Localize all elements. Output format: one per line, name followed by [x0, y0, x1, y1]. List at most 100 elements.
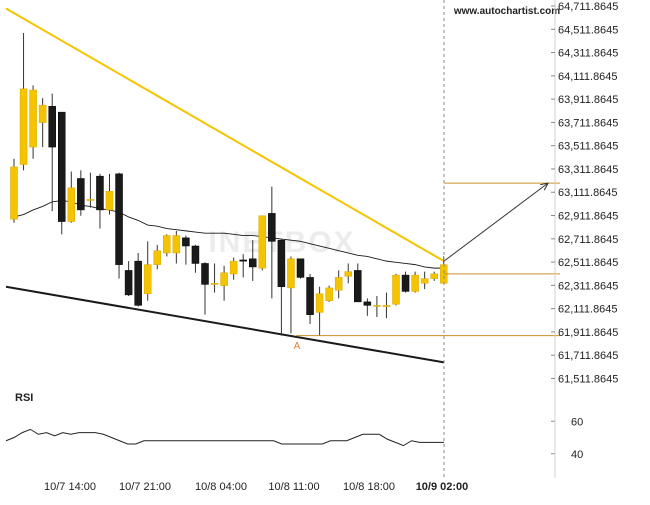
pattern-point-label: A: [294, 341, 301, 352]
price-tick-label: 63,911.8645: [558, 94, 618, 106]
price-tick-label: 61,911.8645: [558, 327, 618, 339]
candle-body: [229, 260, 238, 275]
candle: [163, 234, 171, 257]
candle: [334, 270, 343, 299]
candle-body: [191, 245, 200, 264]
forecast-arrow-head: [540, 182, 549, 191]
upper-trendline: [5, 7, 445, 262]
candle: [19, 32, 28, 171]
candle-body: [48, 106, 56, 148]
rsi-tick-label: 60: [571, 416, 583, 428]
candle-body: [420, 278, 429, 284]
candle: [172, 230, 181, 264]
candle-body: [373, 305, 381, 307]
price-tick-label: 61,711.8645: [558, 350, 618, 362]
price-tick-label: 64,111.8645: [558, 71, 618, 83]
candle: [268, 186, 276, 299]
candle: [401, 271, 410, 293]
moving-average-line: [13, 200, 444, 269]
price-tick-label: 64,511.8645: [558, 24, 618, 36]
time-tick-label: 10/8 11:00: [268, 481, 319, 493]
rsi-tick-label: 40: [571, 449, 583, 461]
candle-body: [86, 199, 95, 201]
candle: [306, 273, 314, 324]
candle-body: [306, 277, 314, 315]
candle: [77, 170, 85, 216]
candle: [325, 285, 333, 302]
candle-body: [334, 277, 343, 291]
candle: [430, 271, 438, 281]
price-tick-label: 63,511.8645: [558, 141, 618, 153]
candle-body: [239, 259, 247, 262]
candle: [258, 215, 267, 271]
candle: [38, 98, 47, 148]
candle-body: [29, 89, 37, 148]
candle-body: [210, 282, 219, 285]
brand-text: www.autochartist.com: [453, 6, 560, 17]
time-tick-label: 10/9 02:00: [416, 481, 469, 493]
time-tick-label: 10/7 21:00: [119, 481, 171, 493]
candle-body: [268, 213, 276, 242]
candle-body: [354, 270, 362, 303]
price-tick-label: 62,111.8645: [558, 304, 618, 316]
rsi-title: RSI: [15, 392, 33, 404]
rsi-line: [5, 428, 444, 447]
price-tick-label: 64,311.8645: [558, 48, 618, 60]
candle-body: [143, 264, 152, 294]
candle-body: [77, 178, 85, 211]
candle: [134, 252, 142, 307]
candle-body: [363, 301, 372, 306]
candle: [210, 263, 219, 293]
candle: [315, 286, 324, 336]
price-tick-label: 62,711.8645: [558, 234, 618, 246]
lower-trendline: [5, 285, 445, 364]
candle: [229, 257, 238, 280]
candle-body: [325, 287, 333, 301]
price-tick-label: 63,711.8645: [558, 117, 618, 129]
candle: [249, 240, 257, 281]
candle-body: [430, 273, 438, 279]
candle-body: [296, 258, 305, 278]
candle: [239, 254, 247, 278]
time-tick-label: 10/8 18:00: [343, 481, 395, 493]
candle: [344, 263, 352, 284]
candle: [277, 239, 286, 336]
candle-body: [382, 305, 391, 307]
time-tick-label: 10/8 04:00: [195, 481, 247, 493]
price-tick-label: 64,711.8645: [558, 1, 618, 13]
candle: [48, 93, 56, 212]
forecast-arrow-line: [443, 182, 549, 262]
time-tick-label: 10/7 14:00: [44, 481, 96, 493]
candle: [373, 296, 381, 318]
candle: [363, 298, 372, 316]
candle-body: [67, 187, 76, 222]
candle: [143, 241, 152, 301]
candle: [191, 244, 200, 273]
candle: [354, 263, 362, 303]
candle-body: [115, 173, 123, 265]
candle-body: [249, 258, 257, 268]
candle-body: [19, 88, 28, 165]
candle-body: [124, 270, 133, 296]
candle: [296, 258, 305, 279]
candle-body: [401, 274, 410, 292]
candle-body: [258, 215, 267, 269]
candle: [287, 256, 295, 334]
candle: [182, 235, 190, 265]
candle: [411, 271, 419, 293]
price-tick-label: 62,911.8645: [558, 211, 618, 223]
candle-body: [105, 191, 114, 211]
candle: [58, 111, 66, 235]
candle-body: [38, 104, 47, 123]
candle-body: [201, 263, 209, 285]
candle-body: [315, 293, 324, 313]
candle: [67, 171, 76, 223]
candle-body: [10, 166, 18, 220]
candle-body: [344, 271, 352, 277]
candle-body: [220, 272, 228, 286]
candle: [124, 261, 133, 297]
candle: [201, 262, 209, 315]
candle: [115, 172, 123, 279]
candle-body: [411, 274, 419, 292]
